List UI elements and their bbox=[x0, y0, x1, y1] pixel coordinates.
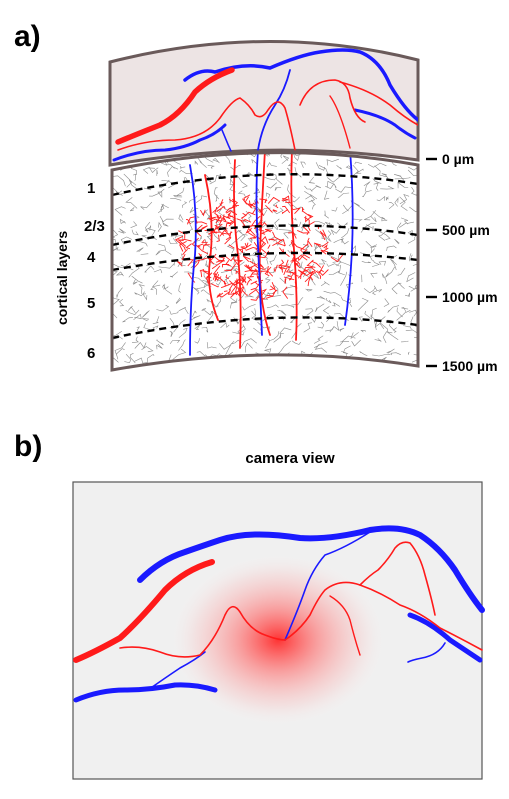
depth-label-1500: 1500 µm bbox=[442, 358, 498, 374]
camera-arteries bbox=[73, 541, 483, 663]
camera-veins bbox=[73, 525, 485, 703]
surface-veins bbox=[112, 48, 418, 162]
layer-boundaries bbox=[111, 173, 419, 340]
layer-label-1: 1 bbox=[87, 180, 95, 197]
layer-label-5: 5 bbox=[87, 295, 95, 312]
depth-label-500: 500 µm bbox=[442, 222, 490, 238]
layer-label-2-3: 2/3 bbox=[84, 218, 105, 235]
panel-a-label: a) bbox=[14, 20, 41, 53]
cortical-layers-title: cortical layers bbox=[54, 231, 70, 325]
surface-arteries bbox=[115, 67, 418, 151]
depth-label-0: 0 µm bbox=[442, 151, 474, 167]
camera-view bbox=[72, 481, 485, 780]
layer-label-6: 6 bbox=[87, 345, 95, 362]
depth-scale bbox=[426, 157, 437, 368]
cortex-block bbox=[110, 151, 420, 372]
camera-view-caption: camera view bbox=[245, 450, 335, 467]
layer-label-4: 4 bbox=[87, 249, 96, 266]
activation-glow bbox=[168, 552, 388, 728]
panel-b-label: b) bbox=[14, 430, 42, 463]
cortical-surface bbox=[108, 40, 420, 167]
depth-label-1000: 1000 µm bbox=[442, 289, 498, 305]
